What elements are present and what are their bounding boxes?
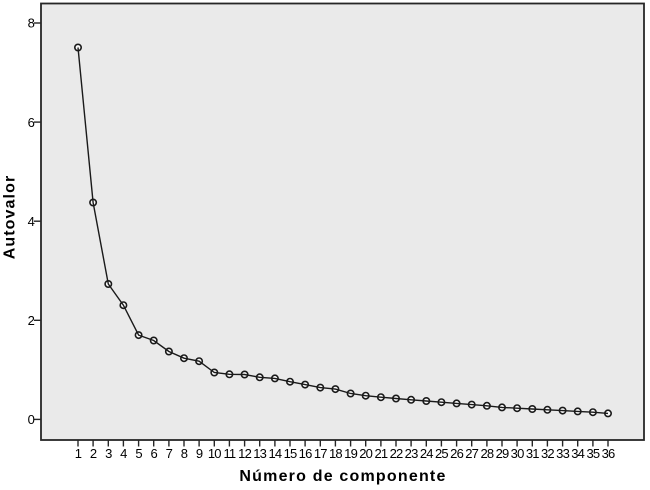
svg-text:7: 7 xyxy=(166,446,173,461)
svg-text:4: 4 xyxy=(120,446,127,461)
svg-text:22: 22 xyxy=(390,446,403,461)
svg-text:30: 30 xyxy=(511,446,524,461)
svg-text:10: 10 xyxy=(208,446,221,461)
svg-text:15: 15 xyxy=(284,446,297,461)
svg-text:8: 8 xyxy=(181,446,188,461)
svg-text:Número de componente: Número de componente xyxy=(239,468,446,485)
svg-text:1: 1 xyxy=(75,446,82,461)
svg-text:19: 19 xyxy=(344,446,357,461)
svg-text:Autovalor: Autovalor xyxy=(2,175,19,260)
svg-text:35: 35 xyxy=(586,446,599,461)
svg-text:16: 16 xyxy=(299,446,312,461)
svg-text:0: 0 xyxy=(28,412,35,427)
svg-text:28: 28 xyxy=(480,446,493,461)
svg-text:34: 34 xyxy=(571,446,584,461)
svg-text:21: 21 xyxy=(374,446,387,461)
svg-text:3: 3 xyxy=(105,446,112,461)
svg-text:8: 8 xyxy=(28,16,35,31)
svg-text:12: 12 xyxy=(238,446,251,461)
svg-text:23: 23 xyxy=(405,446,418,461)
svg-text:4: 4 xyxy=(28,214,35,229)
svg-text:36: 36 xyxy=(602,446,615,461)
svg-text:6: 6 xyxy=(150,446,157,461)
svg-text:25: 25 xyxy=(435,446,448,461)
svg-text:18: 18 xyxy=(329,446,342,461)
svg-text:27: 27 xyxy=(465,446,478,461)
svg-text:33: 33 xyxy=(556,446,569,461)
svg-text:2: 2 xyxy=(28,313,35,328)
svg-text:11: 11 xyxy=(223,446,235,461)
svg-text:31: 31 xyxy=(526,446,539,461)
svg-text:13: 13 xyxy=(253,446,266,461)
svg-text:24: 24 xyxy=(420,446,433,461)
svg-text:9: 9 xyxy=(196,446,203,461)
svg-text:20: 20 xyxy=(359,446,372,461)
svg-text:32: 32 xyxy=(541,446,554,461)
svg-text:5: 5 xyxy=(135,446,142,461)
svg-text:6: 6 xyxy=(28,115,35,130)
svg-text:26: 26 xyxy=(450,446,463,461)
svg-text:29: 29 xyxy=(496,446,509,461)
svg-text:17: 17 xyxy=(314,446,327,461)
svg-text:14: 14 xyxy=(268,446,281,461)
svg-text:2: 2 xyxy=(90,446,97,461)
